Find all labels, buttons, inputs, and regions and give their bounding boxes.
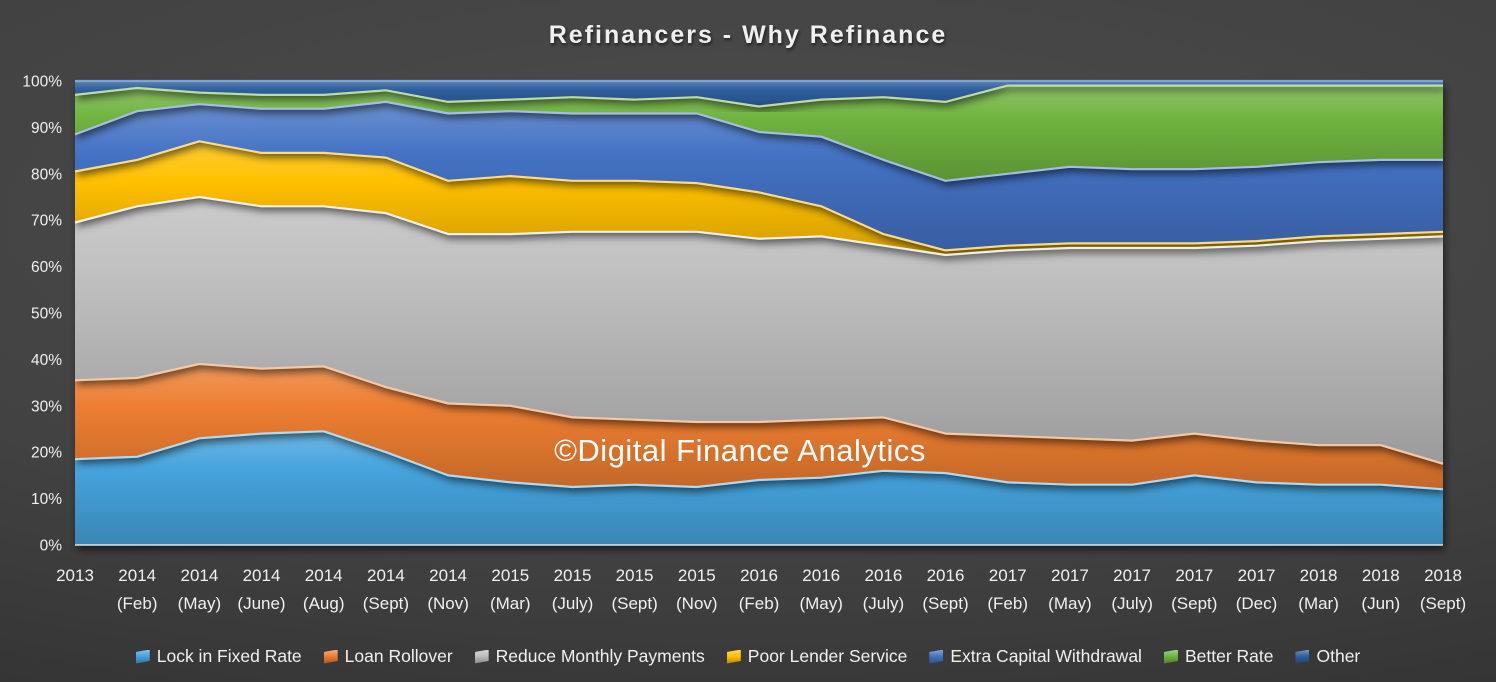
legend-marker-icon <box>929 649 944 664</box>
legend-marker-icon <box>474 649 489 664</box>
x-tick-label-year: 2013 <box>56 566 94 585</box>
legend-item-other: Other <box>1295 646 1360 667</box>
series-area-extra-capital-withdrawal <box>75 101 1443 251</box>
x-tick-label-month: (Sept) <box>1420 594 1466 613</box>
x-tick-label-month: (Sept) <box>1171 594 1217 613</box>
legend-marker-icon <box>1163 649 1178 664</box>
chart-title: Refinancers - Why Refinance <box>548 21 948 49</box>
x-tick-label-month: (Mar) <box>490 594 531 613</box>
x-tick-label-month: (July) <box>863 594 905 613</box>
x-tick-label-year: 2017 <box>1238 566 1276 585</box>
x-tick-label-year: 2014 <box>429 566 467 585</box>
legend-item-lock-in-fixed-rate: Lock in Fixed Rate <box>135 646 302 667</box>
legend-label: Lock in Fixed Rate <box>156 646 302 666</box>
legend-marker-icon <box>323 649 338 664</box>
x-tick-label-year: 2016 <box>864 566 902 585</box>
x-tick-label-year: 2015 <box>678 566 716 585</box>
y-tick-label: 50% <box>31 306 62 323</box>
series-edge-better-rate <box>74 84 1443 108</box>
x-tick-label-month: (Sept) <box>611 594 657 613</box>
legend-label: Loan Rollover <box>344 646 453 666</box>
series-edge-lock-in-fixed-rate <box>74 430 1444 491</box>
legend-item-poor-lender-service: Poor Lender Service <box>726 646 908 667</box>
x-tick-label-year: 2016 <box>740 566 778 585</box>
x-tick-label-year: 2018 <box>1300 566 1338 585</box>
legend-marker-icon <box>1295 649 1310 664</box>
y-tick-label: 60% <box>31 259 62 276</box>
watermark: ©Digital Finance Analytics <box>554 433 926 468</box>
x-tick-label-month: (Nov) <box>676 594 718 613</box>
y-tick-label: 30% <box>31 398 62 415</box>
legend-label: Extra Capital Withdrawal <box>950 646 1142 666</box>
series-area-other <box>75 81 1443 107</box>
y-tick-label: 0% <box>40 538 63 555</box>
legend-label: Better Rate <box>1184 646 1274 666</box>
x-tick-label-month: (Sept) <box>922 594 968 613</box>
x-tick-label-month: (July) <box>552 594 594 613</box>
legend-marker-icon <box>726 649 741 664</box>
x-tick-label-month: (July) <box>1111 594 1153 613</box>
legend-item-reduce-monthly-payments: Reduce Monthly Payments <box>474 646 705 667</box>
series-edge-extra-capital-withdrawal <box>74 100 1443 182</box>
x-tick-label-month: (Aug) <box>303 594 345 613</box>
legend: Lock in Fixed Rate Loan Rollover Reduce Mo… <box>0 646 1496 667</box>
x-tick-label-year: 2014 <box>180 566 218 585</box>
series-edge-poor-lender-service <box>74 140 1444 252</box>
x-tick-label-year: 2016 <box>802 566 840 585</box>
y-tick-label: 70% <box>31 213 62 230</box>
x-tick-label-year: 2014 <box>243 566 281 585</box>
legend-marker-icon <box>135 649 150 664</box>
x-tick-label-month: (Nov) <box>427 594 469 613</box>
x-tick-label-month: (May) <box>799 594 842 613</box>
x-tick-label-year: 2018 <box>1362 566 1400 585</box>
x-tick-label-year: 2015 <box>616 566 654 585</box>
legend-label: Reduce Monthly Payments <box>495 646 705 666</box>
x-tick-label-month: (May) <box>1048 594 1091 613</box>
legend-label: Poor Lender Service <box>747 646 908 666</box>
y-tick-label: 100% <box>22 74 62 91</box>
legend-item-loan-rollover: Loan Rollover <box>323 646 453 667</box>
x-tick-label-month: (Feb) <box>117 594 158 613</box>
series-area-reduce-monthly-payments <box>75 197 1443 464</box>
x-tick-label-year: 2017 <box>1051 566 1089 585</box>
x-tick-label-month: (Sept) <box>363 594 409 613</box>
y-tick-label: 20% <box>31 445 62 462</box>
series-edge-reduce-monthly-payments <box>74 195 1444 257</box>
x-tick-label-month: (Dec) <box>1236 594 1278 613</box>
series-area-loan-rollover <box>75 364 1443 490</box>
legend-item-better-rate: Better Rate <box>1163 646 1274 667</box>
x-tick-label-year: 2018 <box>1424 566 1462 585</box>
x-tick-label-month: (Feb) <box>739 594 780 613</box>
x-tick-label-year: 2014 <box>367 566 405 585</box>
y-tick-label: 90% <box>31 120 62 137</box>
x-tick-label-year: 2017 <box>1113 566 1151 585</box>
series-area-better-rate <box>75 85 1443 181</box>
y-tick-label: 10% <box>31 491 62 508</box>
x-tick-label-month: (June) <box>237 594 285 613</box>
series-area-lock-in-fixed-rate <box>75 431 1443 545</box>
x-tick-label-month: (Jun) <box>1361 594 1400 613</box>
x-tick-label-year: 2017 <box>1175 566 1213 585</box>
x-tick-label-month: (Feb) <box>987 594 1028 613</box>
x-tick-label-year: 2016 <box>927 566 965 585</box>
x-tick-label-year: 2014 <box>118 566 156 585</box>
y-tick-label: 80% <box>31 166 62 183</box>
x-tick-label-month: (Mar) <box>1298 594 1339 613</box>
x-tick-label-year: 2015 <box>491 566 529 585</box>
x-tick-label-year: 2017 <box>989 566 1027 585</box>
series-edge-loan-rollover <box>74 362 1444 465</box>
x-tick-label-year: 2014 <box>305 566 343 585</box>
legend-item-extra-capital-withdrawal: Extra Capital Withdrawal <box>929 646 1142 667</box>
x-tick-label-month: (May) <box>178 594 221 613</box>
legend-label: Other <box>1316 646 1361 666</box>
x-tick-label-year: 2015 <box>554 566 592 585</box>
y-tick-label: 40% <box>31 352 62 369</box>
